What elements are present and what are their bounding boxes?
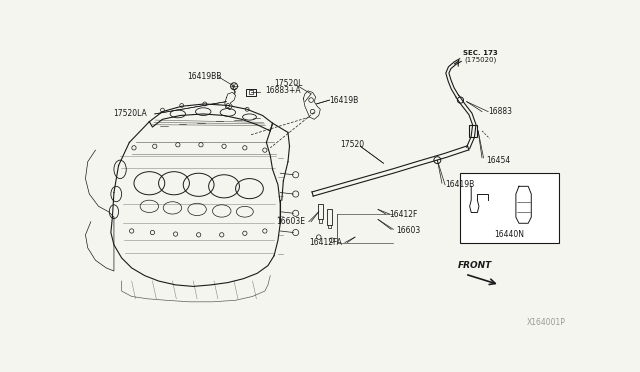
Text: 17520L: 17520L — [274, 78, 302, 88]
Text: 16419B: 16419B — [445, 180, 474, 189]
Text: 16440N: 16440N — [494, 230, 524, 239]
Circle shape — [458, 97, 463, 103]
Text: SEC. 173: SEC. 173 — [463, 51, 498, 57]
Bar — [460, 173, 559, 243]
Text: 16603E: 16603E — [276, 217, 305, 226]
Text: 16419B: 16419B — [330, 96, 359, 105]
Text: 16603: 16603 — [396, 227, 420, 235]
Text: (175020): (175020) — [465, 57, 497, 63]
Text: 17520LA: 17520LA — [113, 109, 147, 118]
Text: 16412F: 16412F — [390, 209, 418, 218]
Text: 17520: 17520 — [340, 140, 365, 149]
Text: FRONT: FRONT — [458, 261, 492, 270]
Bar — [469, 125, 477, 137]
Text: 16883: 16883 — [488, 107, 512, 116]
Text: X164001P: X164001P — [526, 318, 565, 327]
Bar — [246, 89, 255, 96]
Text: 16419BB: 16419BB — [188, 73, 222, 81]
Bar — [327, 209, 332, 225]
Bar — [317, 204, 323, 219]
Text: 16412FA: 16412FA — [309, 238, 342, 247]
Text: 16454: 16454 — [486, 155, 510, 165]
Text: 16883+A: 16883+A — [265, 86, 301, 95]
